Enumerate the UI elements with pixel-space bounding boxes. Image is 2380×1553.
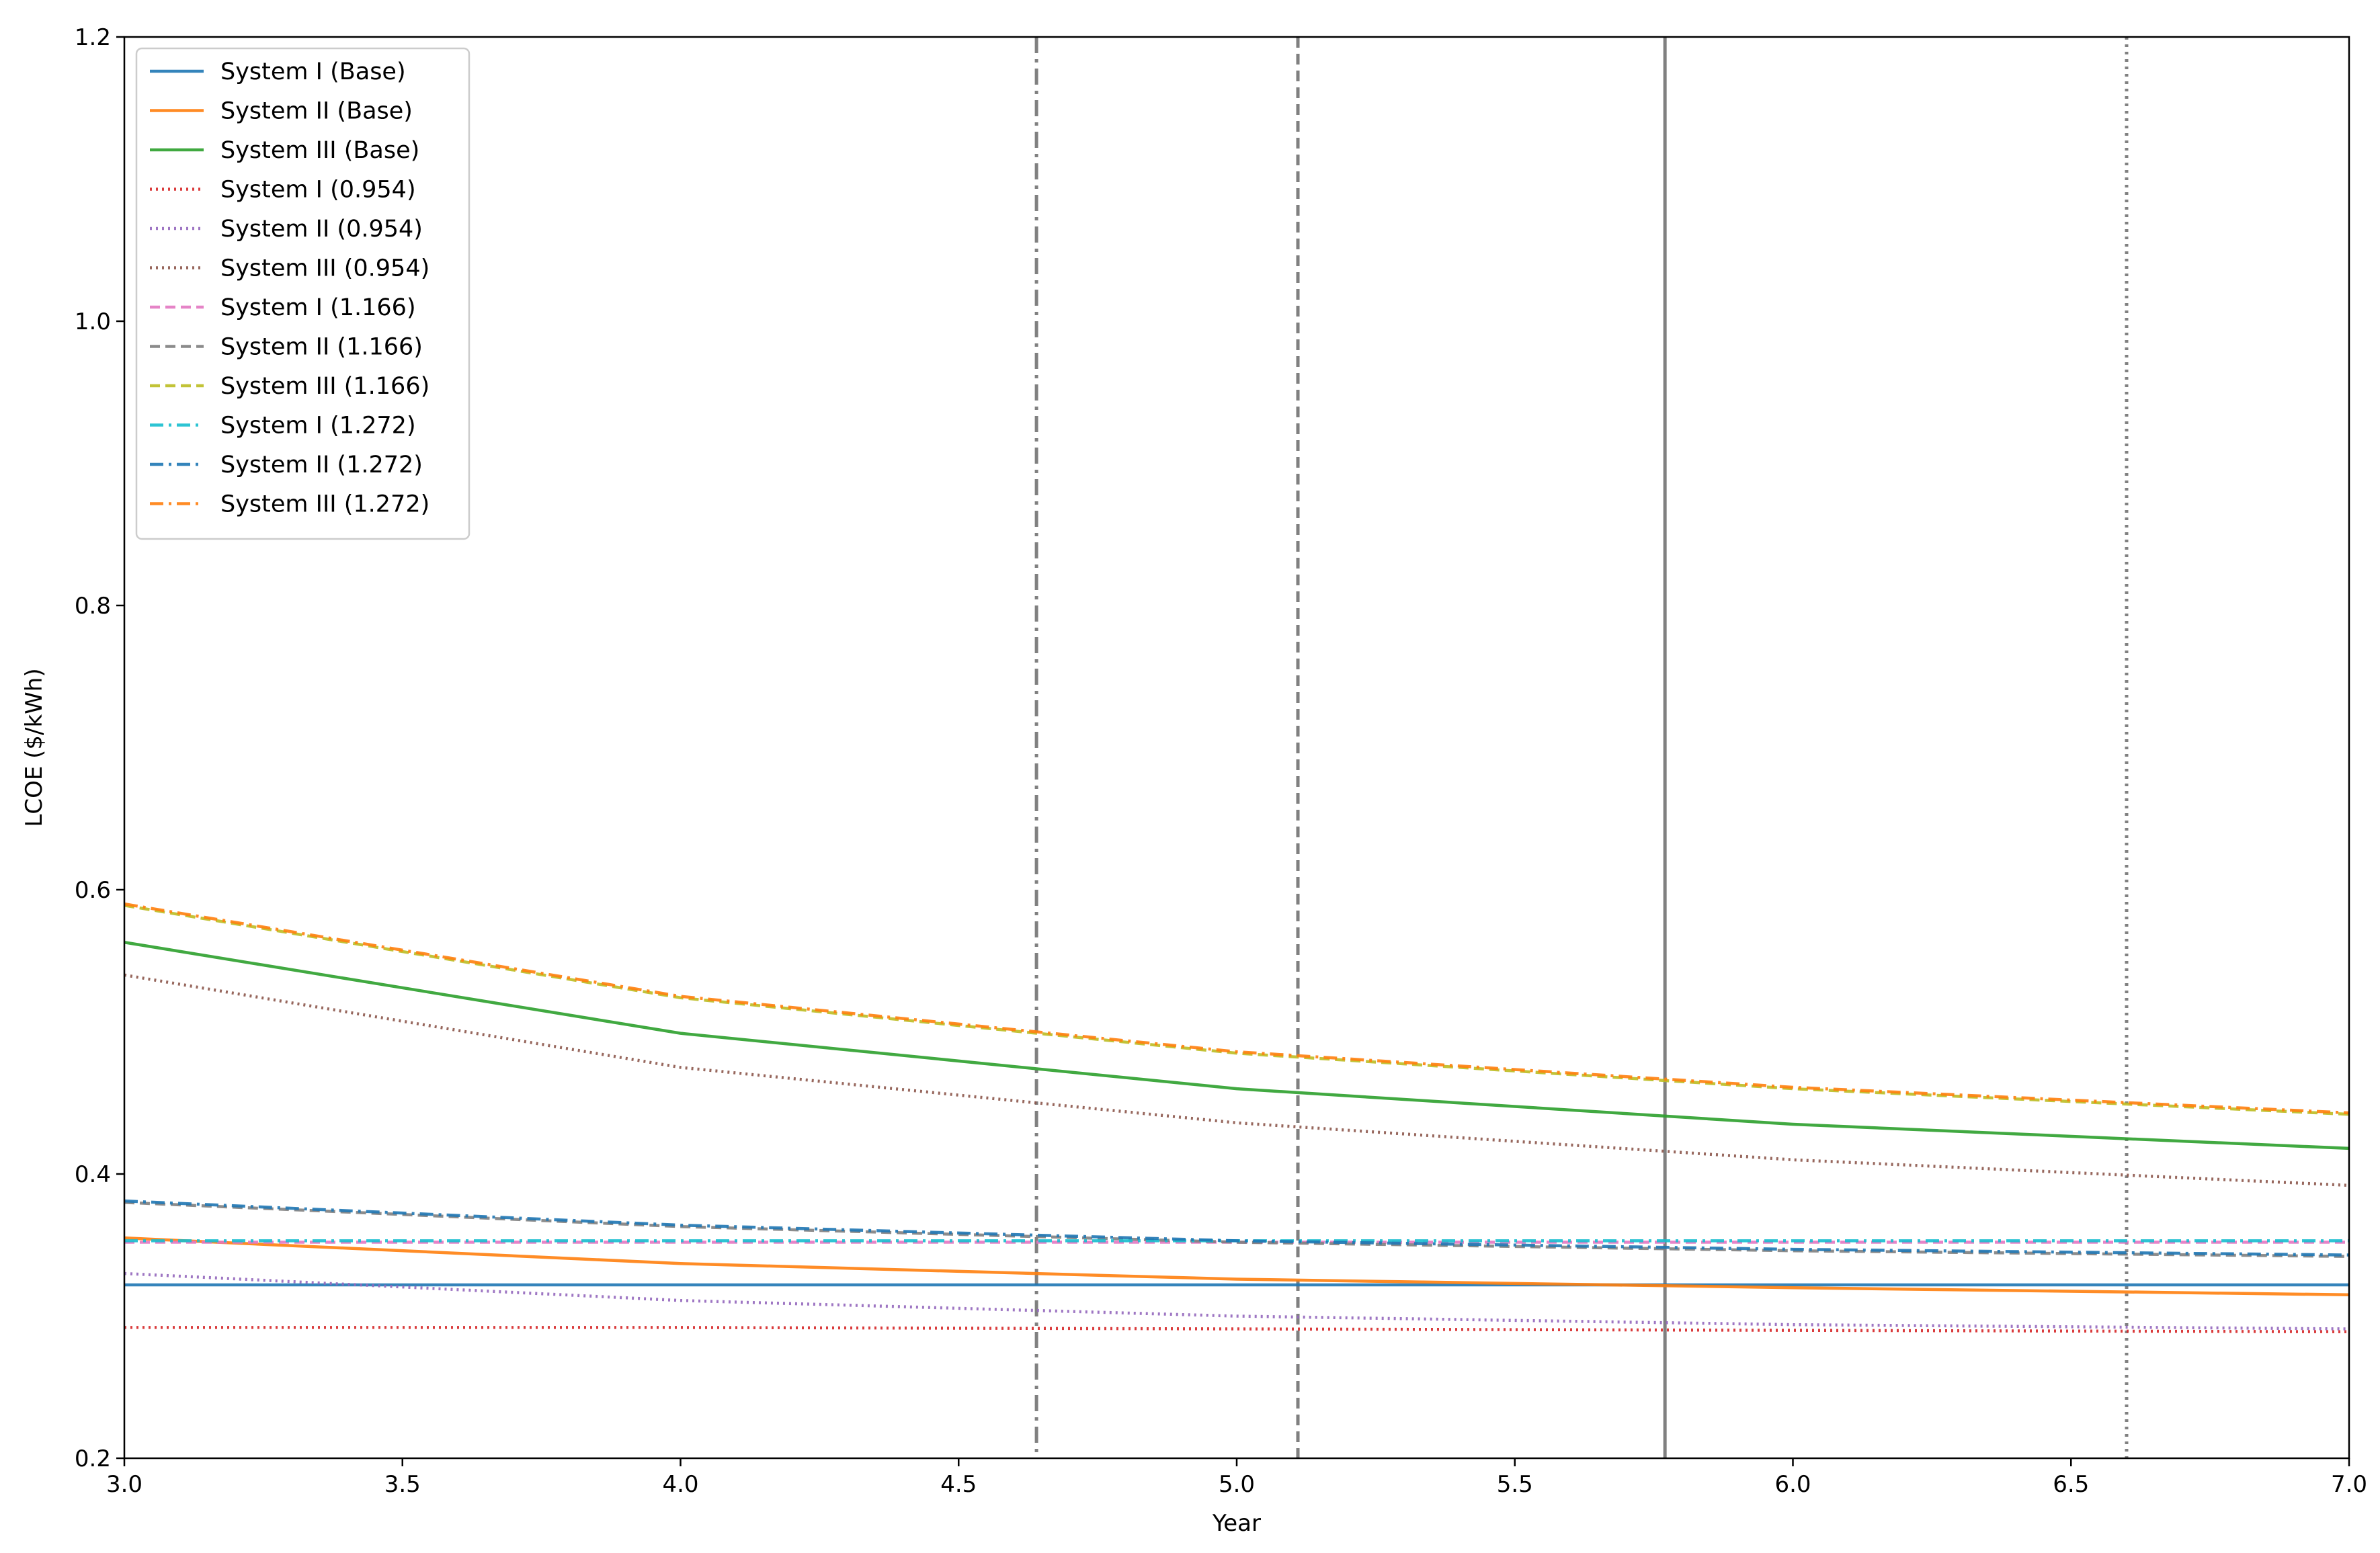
series-line: [124, 1271, 2350, 1331]
x-axis-label: Year: [1212, 1510, 1261, 1537]
legend-label: System I (Base): [220, 58, 406, 85]
x-tick-label: 5.0: [1219, 1471, 1255, 1498]
series-line: [124, 1199, 2350, 1257]
legend-label: System II (0.954): [220, 216, 423, 243]
x-tick-label: 5.5: [1497, 1471, 1533, 1498]
y-tick-label: 0.6: [75, 877, 111, 904]
legend-label: System I (1.166): [220, 294, 416, 321]
legend-label: System III (1.166): [220, 373, 429, 400]
legend-label: System III (0.954): [220, 255, 429, 282]
legend-box: [135, 47, 470, 540]
legend-label: System III (1.272): [220, 491, 429, 518]
legend: System I (Base) System II (Base) System II…: [135, 47, 470, 540]
legend-label: System I (1.272): [220, 413, 416, 439]
series-line: [124, 1326, 2350, 1334]
series-line: [124, 1236, 2350, 1297]
series-lines: [124, 902, 2350, 1334]
series-line: [124, 902, 2350, 1115]
x-tick-label: 3.0: [106, 1471, 142, 1498]
x-tick-label: 7.0: [2331, 1471, 2367, 1498]
legend-label: System II (1.272): [220, 452, 423, 478]
legend-label: System II (1.166): [220, 334, 423, 361]
x-tick-label: 4.5: [940, 1471, 977, 1498]
legend-label: System II (Base): [220, 98, 413, 125]
x-tick-label: 3.5: [384, 1471, 421, 1498]
series-line: [124, 941, 2350, 1150]
legend-label: System III (Base): [220, 137, 419, 164]
x-axis: 3.0 3.5 4.0 4.5 5.0 5.5 6.0 6.5 7.0: [106, 1458, 2367, 1498]
y-tick-label: 0.8: [75, 593, 111, 620]
x-tick-label: 6.5: [2053, 1471, 2089, 1498]
legend-label: System I (0.954): [220, 177, 416, 204]
series-line: [124, 973, 2350, 1187]
y-tick-label: 0.2: [75, 1445, 111, 1472]
y-axis-label: LCOE ($/kWh): [21, 668, 48, 827]
y-tick-label: 1.2: [75, 24, 111, 51]
y-tick-label: 1.0: [75, 308, 111, 335]
x-tick-label: 4.0: [662, 1471, 698, 1498]
x-tick-label: 6.0: [1774, 1471, 1811, 1498]
y-tick-label: 0.4: [75, 1161, 111, 1188]
reference-lines: [1034, 37, 2129, 1458]
y-axis: 0.2 0.4 0.6 0.8 1.0 1.2: [75, 24, 124, 1472]
